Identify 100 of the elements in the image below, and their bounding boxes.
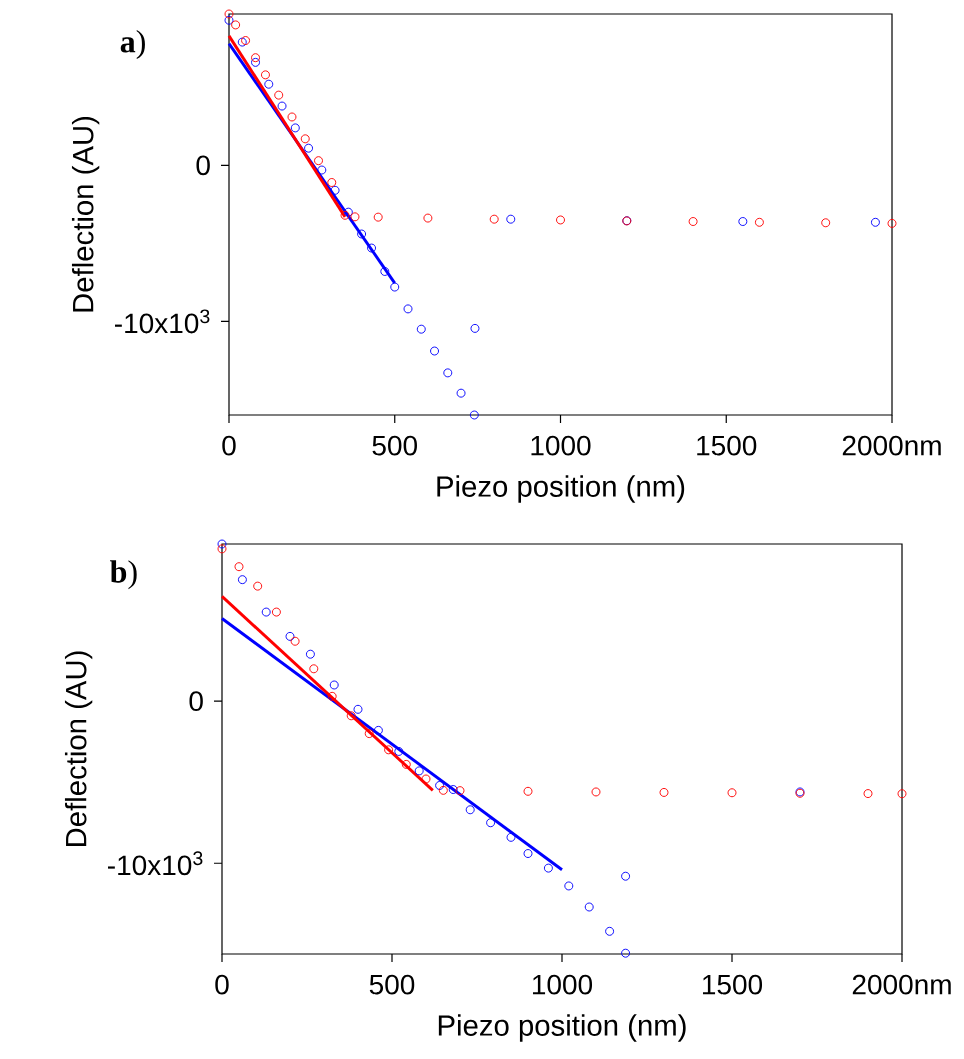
point xyxy=(423,213,433,223)
x-tick-label: 500 xyxy=(372,435,417,456)
y-axis-title: Deflection (AU) xyxy=(71,116,100,312)
point xyxy=(556,215,565,225)
point xyxy=(506,832,516,842)
point xyxy=(435,781,445,790)
point xyxy=(421,774,431,784)
point xyxy=(261,607,271,617)
point xyxy=(870,217,880,227)
point xyxy=(659,787,669,797)
point xyxy=(237,575,247,585)
point xyxy=(329,680,339,690)
x-tick-label: 0 xyxy=(215,974,229,995)
point xyxy=(234,562,244,572)
point xyxy=(469,410,479,420)
chart-title: a) xyxy=(120,30,145,60)
point xyxy=(317,165,327,175)
point xyxy=(584,902,594,912)
point xyxy=(738,217,748,226)
point xyxy=(384,745,394,755)
x-axis-title: Piezo position (nm) xyxy=(438,1014,686,1042)
point xyxy=(390,282,400,292)
point xyxy=(414,766,424,776)
point xyxy=(448,785,458,794)
x-tick-label: 1500 xyxy=(697,435,757,456)
point xyxy=(251,53,260,63)
point xyxy=(357,229,367,239)
point xyxy=(887,218,897,228)
point xyxy=(290,636,300,646)
point xyxy=(237,37,247,47)
point xyxy=(821,218,831,228)
point xyxy=(327,178,337,187)
point xyxy=(277,101,287,111)
point xyxy=(438,785,448,795)
y-tick-label: 0 xyxy=(189,691,203,712)
point xyxy=(456,388,466,398)
x-tick-label: 2000nm xyxy=(842,435,941,456)
point xyxy=(523,849,533,858)
point xyxy=(224,15,234,25)
point xyxy=(367,243,377,253)
point xyxy=(401,759,411,769)
point xyxy=(264,79,274,89)
point xyxy=(253,581,263,591)
point xyxy=(305,649,315,659)
point xyxy=(217,539,227,549)
point xyxy=(261,70,270,80)
point xyxy=(380,266,390,276)
point xyxy=(224,9,234,19)
point xyxy=(688,217,698,226)
x-tick-label: 1500 xyxy=(702,974,763,995)
y-axis-title: Deflection (AU) xyxy=(64,651,93,847)
point xyxy=(330,185,340,195)
point xyxy=(217,544,227,554)
point xyxy=(309,664,319,674)
point xyxy=(863,789,873,799)
point xyxy=(486,818,496,828)
x-axis-title: Piezo position (nm) xyxy=(437,475,685,503)
chart-title: b) xyxy=(110,560,137,590)
point xyxy=(465,805,475,815)
point xyxy=(350,212,360,222)
point xyxy=(523,786,533,796)
point xyxy=(346,711,356,721)
point xyxy=(271,607,281,617)
point xyxy=(403,304,413,314)
point xyxy=(290,123,300,133)
y-tick-label: 0 xyxy=(196,155,210,176)
point xyxy=(443,368,453,378)
point xyxy=(591,787,601,797)
point xyxy=(231,20,241,30)
y-tick-label: -10x10$^{3}$ xyxy=(115,309,210,334)
point xyxy=(754,217,764,227)
point xyxy=(394,746,404,756)
point xyxy=(455,786,465,796)
point xyxy=(327,691,337,701)
x-tick-label: 1000 xyxy=(531,435,591,456)
point xyxy=(543,863,553,873)
point xyxy=(430,346,439,356)
point xyxy=(241,36,251,45)
point xyxy=(489,214,499,224)
point xyxy=(314,156,323,166)
x-tick-label: 500 xyxy=(369,974,415,995)
point xyxy=(621,948,631,958)
point xyxy=(897,789,907,799)
point xyxy=(564,881,574,891)
point xyxy=(470,323,480,333)
x-tick-label: 1000 xyxy=(532,974,593,995)
point xyxy=(416,324,426,334)
point xyxy=(304,143,314,153)
point xyxy=(287,112,297,122)
point xyxy=(605,926,615,936)
point xyxy=(285,631,295,641)
x-tick-label: 0 xyxy=(222,435,236,456)
point xyxy=(251,57,260,67)
point xyxy=(373,212,383,222)
y-tick-label: -10x10$^{3}$ xyxy=(108,851,203,876)
x-tick-label: 2000nm xyxy=(852,974,951,995)
point xyxy=(353,704,363,714)
point xyxy=(274,90,284,100)
point xyxy=(373,725,383,735)
point xyxy=(727,788,737,798)
